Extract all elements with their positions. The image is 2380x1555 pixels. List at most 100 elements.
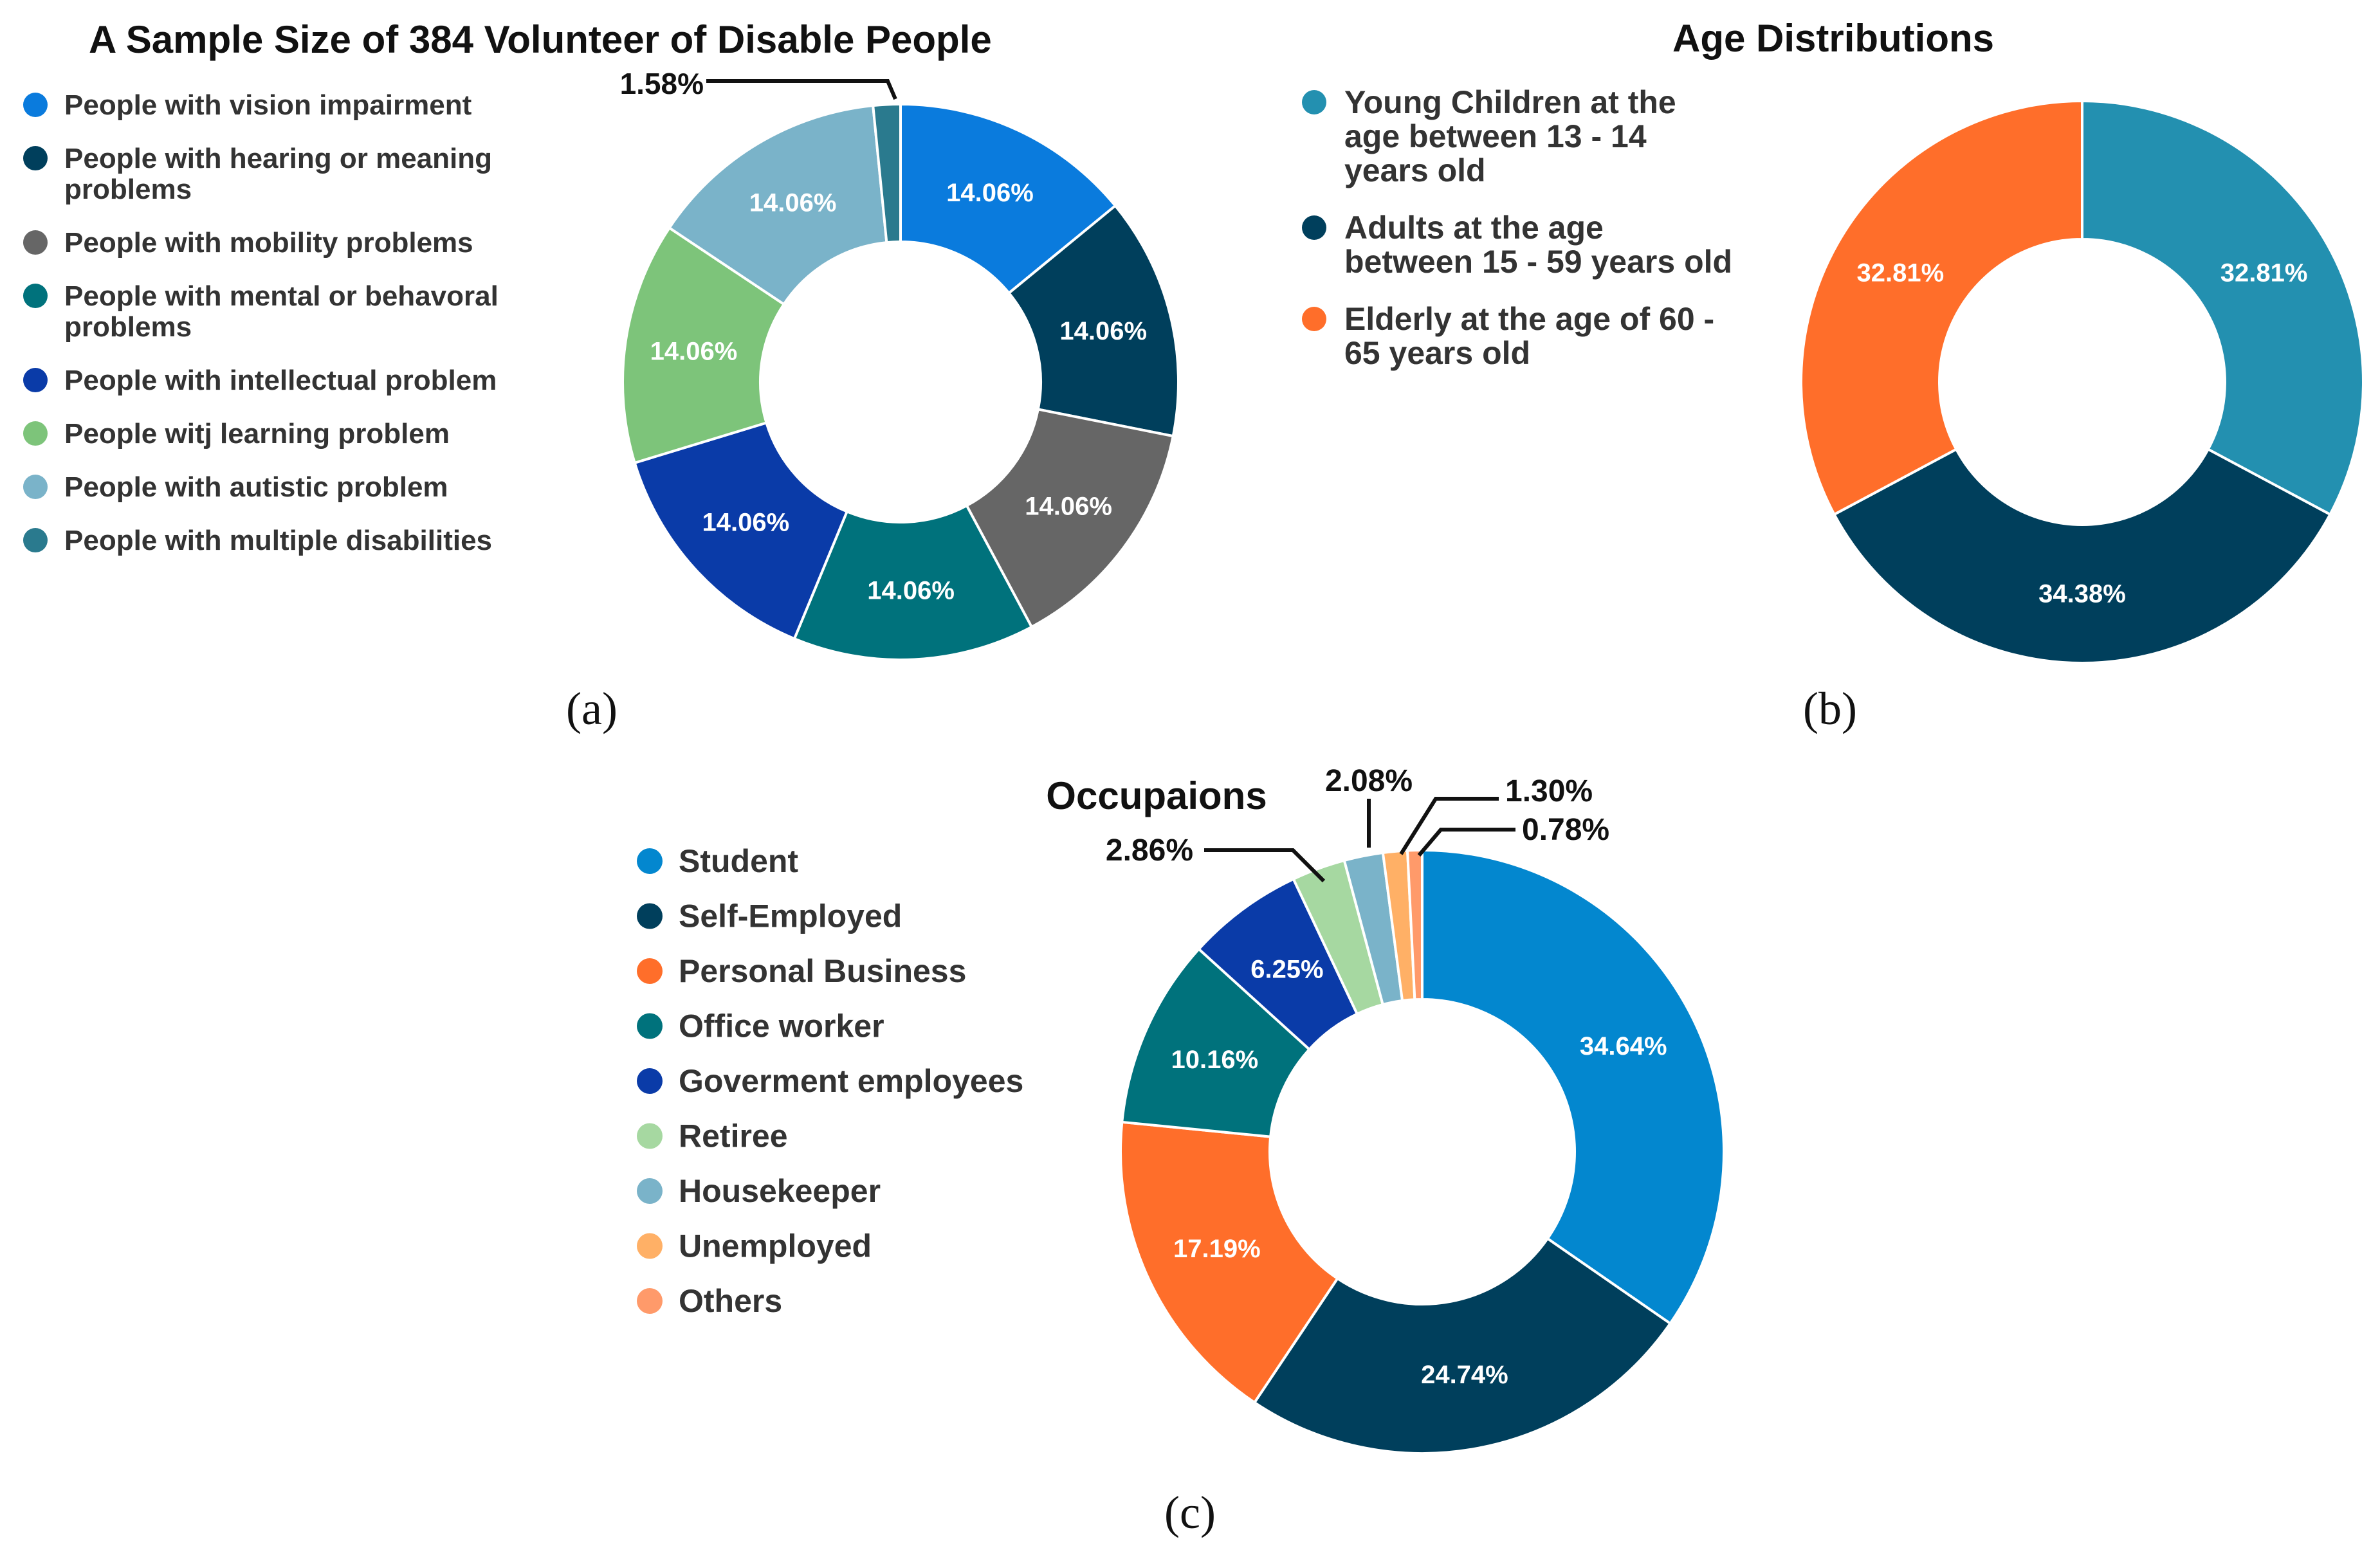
chart-c-legend-label: Office worker [679, 1008, 884, 1044]
chart-c-legend-label-line: Self-Employed [679, 898, 902, 934]
chart-c-callout-label-others: 0.78% [1522, 813, 1609, 847]
chart-b-legend-swatch [1302, 90, 1326, 114]
chart-c-slice-label-goverment-employees: 6.25% [1250, 955, 1323, 983]
chart-b-slice-elderly-at-the-age-of-60-65-years-old [1800, 99, 2083, 516]
chart-a-legend-item-people-with-hearing-or-meaning-problems: People with hearing or meaning problems [23, 143, 492, 205]
chart-a-slice-label-people-witj-learning-problem: 14.06% [650, 338, 738, 366]
chart-b-slice-label-adults-at-the-age-between-15-59-years-old: 34.38% [2038, 580, 2126, 608]
chart-a-legend-label-line: problems [64, 174, 192, 205]
chart-c-legend-label-line: Others [679, 1283, 782, 1319]
chart-a-legend-label: People with intellectual problem [64, 365, 497, 396]
chart-c-slice-others [1405, 848, 1423, 1001]
chart-c-legend-label: Self-Employed [679, 898, 902, 934]
chart-a-legend-swatch [23, 528, 48, 553]
chart-c-legend-item-goverment-employees: Goverment employees [637, 1063, 1023, 1099]
chart-c-legend-item-others: Others [637, 1283, 782, 1319]
chart-c-legend-swatch [637, 1123, 663, 1149]
chart-c-callout-label-housekeeper: 2.08% [1325, 764, 1413, 798]
chart-b-slice-label-elderly-at-the-age-of-60-65-years-old: 32.81% [1857, 259, 1945, 287]
chart-b-slice-label-young-children-at-the-age-between-13-14-years-old: 32.81% [2220, 259, 2308, 287]
chart-c-legend-swatch [637, 848, 663, 874]
chart-a-legend-swatch [23, 421, 48, 446]
chart-b-title: Age Distributions [1672, 17, 1994, 60]
chart-c-slice-labels: 34.64% 24.74% 17.19% 10.16% 6.25% [1171, 955, 1667, 1388]
chart-a-slice-label-people-with-mental-or-behavoral-problems: 14.06% [867, 577, 955, 605]
chart-a-legend-item-people-with-mental-or-behavoral-problems: People with mental or behavoral problems [23, 280, 499, 343]
chart-a-legend-label: People with vision impairment [64, 89, 472, 121]
chart-b-legend-item-young-children-at-the-age-between-13-14-years-old: Young Children at the age between 13 - 14… [1302, 84, 1676, 188]
chart-a-legend-label: People with mobility problems [64, 227, 473, 259]
chart-b-slices [1800, 99, 2365, 664]
chart-c-slice-student [1421, 848, 1725, 1325]
chart-a-legend-item-people-witj-learning-problem: People witj learning problem [23, 418, 450, 450]
chart-c-legend-swatch [637, 1178, 663, 1204]
chart-c-legend-label: Student [679, 843, 798, 879]
chart-c-panel-label: (c) [1164, 1487, 1216, 1538]
chart-a-legend-swatch [23, 284, 48, 309]
chart-b-legend-label: Elderly at the age of 60 -65 years old [1344, 301, 1714, 371]
chart-a-slice-labels: 14.06% 14.06% 14.06% 14.06% 14.06% 14.06% 14.0… [650, 179, 1147, 605]
chart-a-legend-label-line: People with hearing or meaning [64, 143, 492, 174]
chart-a-legend-item-people-with-multiple-disabilities: People with multiple disabilities [23, 525, 492, 556]
chart-a-slice-people-with-intellectual-problem [633, 421, 849, 641]
chart-a-legend-swatch [23, 368, 48, 393]
chart-a-slice-people-with-autistic-problem [667, 104, 888, 306]
chart-c-legend-label-line: Goverment employees [679, 1063, 1023, 1099]
chart-c-legend-label: Retiree [679, 1118, 788, 1154]
chart-a-legend: People with vision impairment People with… [23, 89, 499, 556]
chart-a-callout-label: 1.58% [620, 67, 704, 100]
chart-a-legend-label: People with mental or behavoral problems [64, 280, 499, 343]
chart-a-legend-swatch [23, 93, 48, 118]
chart-c-legend-label: Unemployed [679, 1228, 872, 1264]
chart-a-legend-label: People with hearing or meaning problems [64, 143, 492, 205]
chart-c-callout-label-retiree: 2.86% [1106, 833, 1193, 868]
chart-a-slice-label-people-with-autistic-problem: 14.06% [749, 188, 837, 217]
chart-b-legend: Young Children at the age between 13 - 14… [1302, 84, 1732, 371]
chart-c-legend-item-student: Student [637, 843, 798, 879]
chart-c-legend-swatch [637, 1013, 663, 1039]
chart-a-slice-people-with-mobility-problems [965, 408, 1175, 629]
chart-c-slice-label-self-employed: 24.74% [1421, 1361, 1508, 1389]
chart-a-legend-label-line: problems [64, 311, 192, 343]
chart-a-legend-item-people-with-vision-impairment: People with vision impairment [23, 89, 472, 121]
chart-b-legend-item-adults-at-the-age-between-15-59-years-old: Adults at the age between 15 - 59 years o… [1302, 210, 1732, 280]
chart-a-callout: 1.58% [620, 67, 897, 100]
chart-a-legend-item-people-with-intellectual-problem: People with intellectual problem [23, 365, 497, 396]
chart-b-legend-swatch [1302, 307, 1326, 331]
chart-b-legend-label: Adults at the age between 15 - 59 years o… [1344, 210, 1732, 280]
chart-b-slice-adults-at-the-age-between-15-59-years-old [1832, 447, 2332, 664]
chart-c-legend-item-self-employed: Self-Employed [637, 898, 902, 934]
chart-c-callout-line-others [1417, 828, 1515, 857]
chart-a-slice-people-with-mental-or-behavoral-problems [792, 504, 1034, 661]
chart-a: A Sample Size of 384 Volunteer of Disabl… [23, 18, 1180, 734]
chart-a-slice-people-witj-learning-problem [621, 226, 786, 465]
chart-a-legend-label-line: People with mental or behavoral [64, 280, 499, 312]
chart-c-legend-item-housekeeper: Housekeeper [637, 1173, 881, 1209]
chart-a-title: A Sample Size of 384 Volunteer of Disabl… [89, 18, 992, 61]
chart-c-legend-item-retiree: Retiree [637, 1118, 788, 1154]
chart-b-slice-labels: 32.81% 34.38% 32.81% [1857, 259, 2308, 608]
chart-c-legend-item-office-worker: Office worker [637, 1008, 884, 1044]
chart-b-legend-label-line: age between 13 - 14 [1344, 118, 1647, 154]
chart-b-legend-item-elderly-at-the-age-of-60-65-years-old: Elderly at the age of 60 -65 years old [1302, 301, 1714, 371]
chart-a-legend-item-people-with-autistic-problem: People with autistic problem [23, 471, 448, 503]
chart-b-legend-label-line: between 15 - 59 years old [1344, 244, 1732, 280]
chart-b-panel-label: (b) [1803, 683, 1857, 734]
chart-c-legend: Student Self-Employed Personal Business Off… [637, 843, 1023, 1319]
chart-a-slice-people-with-hearing-or-meaning-problems [1007, 204, 1180, 438]
chart-a-legend-swatch [23, 146, 48, 171]
chart-b-legend-swatch [1302, 215, 1326, 240]
chart-a-legend-item-people-with-mobility-problems: People with mobility problems [23, 227, 473, 259]
chart-a-legend-label: People with autistic problem [64, 471, 448, 503]
chart-c-legend-item-unemployed: Unemployed [637, 1228, 872, 1264]
chart-c: Occupaions Student Self-Employed Personal … [637, 764, 1725, 1538]
chart-c-legend-item-personal-business: Personal Business [637, 953, 966, 989]
chart-b-legend-label-line: 65 years old [1344, 335, 1530, 371]
chart-c-legend-label-line: Student [679, 843, 798, 879]
chart-a-slice-label-people-with-vision-impairment: 14.06% [946, 179, 1034, 207]
chart-b-legend-label-line: Young Children at the [1344, 84, 1676, 120]
chart-a-legend-label-line: People with multiple disabilities [64, 525, 492, 556]
chart-c-callout-line-unemployed [1399, 797, 1499, 855]
chart-c-slice-personal-business [1119, 1120, 1340, 1405]
